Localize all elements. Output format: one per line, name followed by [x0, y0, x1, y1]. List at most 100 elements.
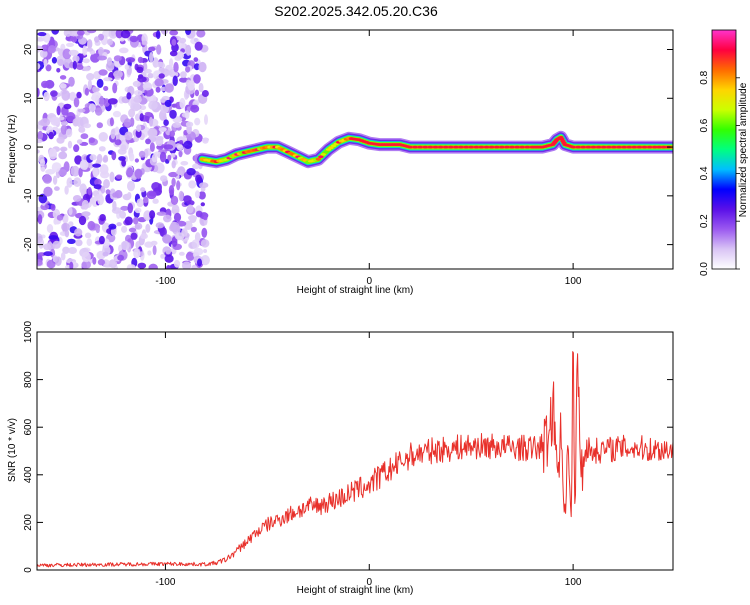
spectrogram-ridge-peak [333, 142, 339, 146]
spectrogram-cell [68, 207, 73, 216]
spectrogram-cell [56, 214, 64, 221]
spectrogram-cell [109, 117, 114, 127]
spectrogram-cell [181, 261, 192, 269]
spectrogram-cell [184, 110, 190, 119]
spectrogram-cell [103, 154, 108, 162]
spectrogram-cell [92, 163, 101, 168]
spectrogram-cell [50, 203, 56, 211]
spectrogram-cell [94, 178, 102, 186]
spectrogram-cell [37, 233, 43, 244]
spectrogram-cell [137, 56, 144, 64]
spectrogram-cell [171, 160, 176, 169]
spectrogram-ridge-peak [478, 145, 484, 149]
spectrogram-cell [90, 53, 100, 63]
spectrogram-cell [171, 177, 176, 187]
x-tick-label: 0 [366, 577, 372, 588]
spectrogram-cell [162, 234, 172, 244]
spectrogram-cell [204, 114, 208, 125]
spectrogram-cell [147, 73, 154, 79]
spectrogram-cell [200, 202, 205, 207]
spectrogram-cell [138, 150, 146, 158]
spectrogram-ridge-peak [631, 145, 637, 149]
spectrogram-cell [179, 77, 189, 83]
spectrogram-ridge-peak [647, 145, 653, 149]
spectrogram-cell [52, 240, 61, 249]
spectrogram-cell [159, 151, 167, 163]
spectrogram-cell [45, 169, 56, 175]
spectrogram-cell [163, 70, 173, 76]
spectrogram-ridge-peak [438, 145, 444, 149]
spectrogram-cell [58, 169, 67, 177]
spectrogram-cell [120, 205, 129, 211]
spectrogram-cell [95, 107, 103, 116]
spectrogram-cell [166, 265, 171, 269]
spectrogram-cell [152, 198, 159, 204]
spectrogram-cell [70, 165, 80, 177]
spectrogram-cell [119, 210, 126, 219]
spectrogram-cell [100, 185, 106, 194]
spectrogram-cell [127, 180, 135, 192]
spectrogram-cell [80, 133, 89, 140]
spectrogram-cell [172, 122, 182, 128]
spectrogram-cell [76, 64, 84, 70]
spectrogram-ridge-peak [656, 145, 662, 149]
spectrogram-x-label: Height of straight line (km) [297, 285, 414, 296]
spectrogram-cell [120, 30, 131, 39]
y-tick-label: 10 [23, 92, 34, 104]
spectrogram-cell [43, 243, 51, 251]
spectrogram-cell [171, 204, 180, 215]
spectrogram-cell [96, 78, 104, 88]
spectrogram-frame [36, 29, 674, 270]
spectrogram-ridge-peak [494, 145, 500, 149]
spectrogram-cell [188, 180, 197, 189]
spectrogram-cell [134, 158, 139, 163]
spectrogram-cell [72, 118, 79, 127]
spectrogram-cell [136, 198, 144, 208]
y-tick-label: -20 [23, 237, 34, 252]
spectrogram-cell [48, 235, 59, 240]
spectrogram-cell [150, 240, 158, 246]
spectrogram-cell [114, 139, 122, 146]
spectrogram-cell [73, 144, 80, 153]
y-tick-label: -10 [23, 188, 34, 203]
spectrogram-cell [134, 222, 143, 230]
spectrogram-cell [37, 214, 43, 225]
spectrogram-cell [117, 148, 127, 155]
spectrogram-cell [201, 90, 209, 97]
spectrogram-cell [52, 175, 58, 185]
spectrogram-cell [92, 166, 99, 178]
spectrogram-cell [99, 171, 110, 179]
spectrogram-cell [37, 259, 43, 266]
spectrogram-cell [198, 191, 206, 200]
y-tick-label: 1000 [23, 320, 34, 343]
spectrogram-cell [152, 245, 157, 256]
spectrogram-cell [78, 215, 87, 226]
spectrogram-cell [74, 228, 83, 237]
spectrogram-cell [160, 30, 169, 35]
spectrogram-cell [37, 45, 43, 51]
spectrogram-cell [144, 68, 152, 74]
spectrogram-cell [120, 240, 130, 251]
spectrogram-cell [137, 76, 147, 83]
spectrogram-ridge-peak [407, 145, 413, 149]
spectrogram-cell [191, 264, 198, 269]
spectrogram-cell [68, 247, 77, 254]
spectrogram-cell [135, 129, 142, 138]
spectrogram-cell [50, 90, 58, 97]
spectrogram-cell [203, 215, 208, 221]
spectrogram-cell [176, 144, 184, 151]
spectrogram-cell [155, 61, 165, 68]
spectrogram-cell [88, 103, 96, 113]
spectrogram-cell [137, 262, 147, 269]
spectrogram-cell [43, 58, 48, 67]
spectrogram-cell [97, 259, 105, 266]
spectrogram-cell [69, 91, 77, 101]
spectrogram-ridge-peak [616, 145, 622, 149]
spectrogram-cell [185, 46, 192, 56]
spectrogram-cell [110, 129, 116, 140]
spectrogram-cell [92, 257, 97, 265]
spectrogram-cell [147, 94, 157, 103]
spectrogram-cell [186, 200, 195, 206]
spectrogram-cell [48, 45, 56, 54]
spectrogram-cell [72, 55, 80, 63]
